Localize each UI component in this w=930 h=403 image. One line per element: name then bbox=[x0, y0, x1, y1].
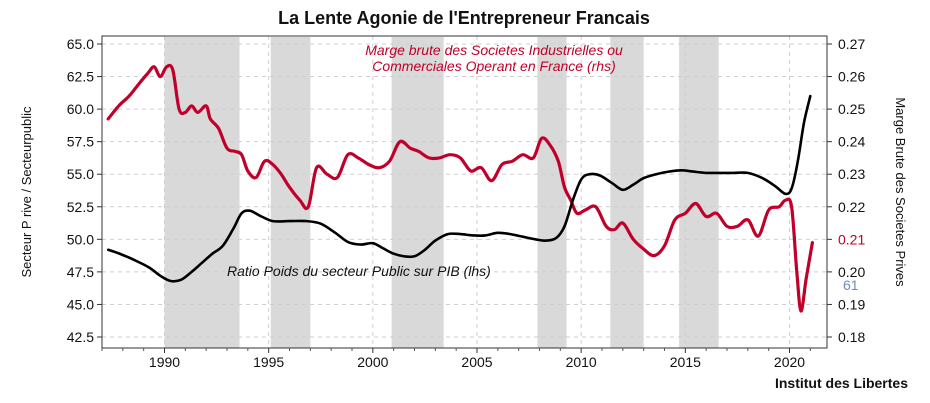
ratio-series-line bbox=[106, 94, 812, 283]
y2-tick-label: 0.20 bbox=[838, 264, 865, 280]
chart-title: La Lente Agonie de l'Entrepreneur Franca… bbox=[278, 8, 650, 28]
ratio-series-label: Ratio Poids du secteur Public sur PIB (l… bbox=[227, 263, 491, 279]
plot-frame bbox=[101, 35, 828, 349]
y-tick-label: 45.0 bbox=[67, 296, 94, 312]
margin-series-line bbox=[106, 63, 814, 313]
y2-tick-label: 0.18 bbox=[838, 329, 865, 345]
y-tick-label: 50.0 bbox=[67, 231, 94, 247]
ticks bbox=[97, 43, 832, 353]
margin-series-label-line1: Marge brute des Societes Industrielles o… bbox=[365, 42, 623, 58]
y-axis-label: Secteur P rive / Secteurpublic bbox=[19, 106, 34, 278]
x-tick-label: 2015 bbox=[670, 354, 701, 370]
margin-series-label-line2: Commerciales Operant en France (rhs) bbox=[372, 58, 616, 74]
y2-tick-label: 0.27 bbox=[838, 36, 865, 52]
y2-tick-label: 0.25 bbox=[838, 101, 865, 117]
source-credit: Institut des Libertes bbox=[775, 375, 908, 391]
y-tick-label: 47.5 bbox=[67, 264, 94, 280]
y2-tick-label: 0.21 bbox=[838, 231, 865, 247]
y-tick-label: 65.0 bbox=[67, 36, 94, 52]
tick-labels: 42.5 45.0 47.5 50.0 52.5 55.0 57.5 60.0 62.5 65.0… bbox=[67, 36, 866, 370]
x-tick-label: 2010 bbox=[566, 354, 597, 370]
y2-tick-label: 0.19 bbox=[838, 296, 865, 312]
y-tick-label: 55.0 bbox=[67, 166, 94, 182]
x-tick-label: 1990 bbox=[149, 354, 180, 370]
last-value-label: 61 bbox=[843, 277, 859, 293]
x-tick-label: 2000 bbox=[357, 354, 388, 370]
recession-band bbox=[270, 37, 311, 348]
recession-band bbox=[537, 37, 567, 348]
x-tick-label: 1995 bbox=[253, 354, 284, 370]
y2-tick-label: 0.23 bbox=[838, 166, 865, 182]
recession-band bbox=[679, 37, 719, 348]
y-tick-label: 57.5 bbox=[67, 134, 94, 150]
y-tick-label: 42.5 bbox=[67, 329, 94, 345]
y2-tick-label: 0.26 bbox=[838, 69, 865, 85]
y-tick-label: 60.0 bbox=[67, 101, 94, 117]
recession-band bbox=[610, 37, 644, 348]
series-lines bbox=[106, 63, 814, 313]
x-tick-label: 2005 bbox=[461, 354, 492, 370]
y2-axis-label: Marge Brute des Societes Prives bbox=[893, 97, 908, 287]
y-tick-label: 62.5 bbox=[67, 69, 94, 85]
y-tick-label: 52.5 bbox=[67, 199, 94, 215]
x-tick-label: 2020 bbox=[774, 354, 805, 370]
recession-bands bbox=[164, 37, 719, 348]
recession-band bbox=[391, 37, 444, 348]
y2-tick-label: 0.24 bbox=[838, 134, 865, 150]
y2-tick-label: 0.22 bbox=[838, 199, 865, 215]
